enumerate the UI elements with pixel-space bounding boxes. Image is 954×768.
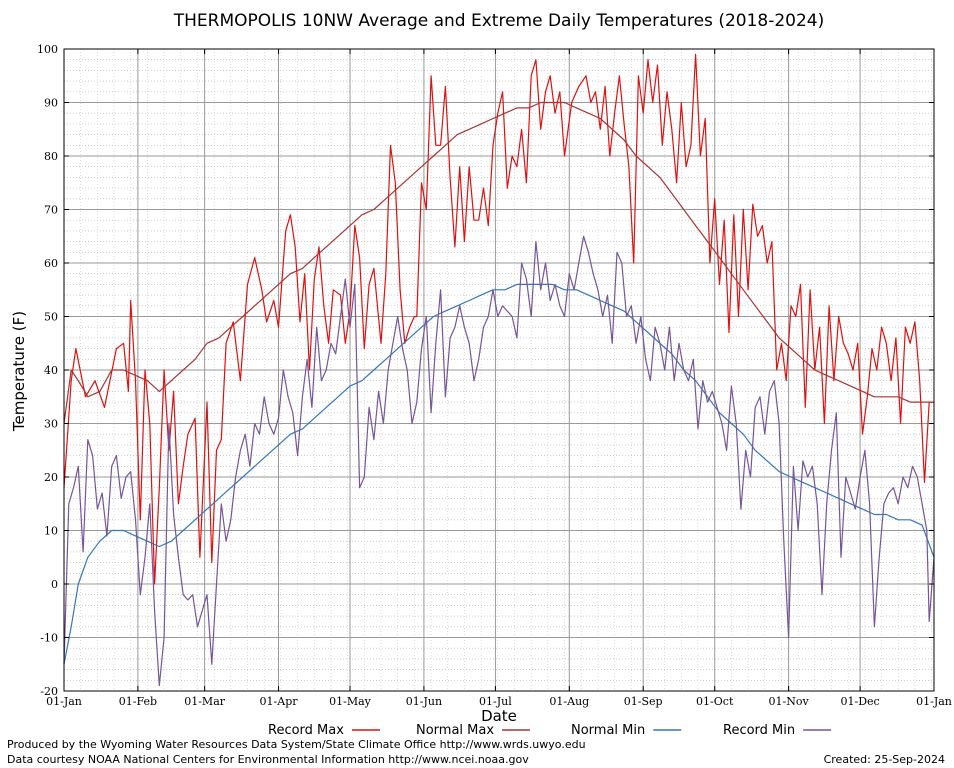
- x-tick-label: 01-Nov: [769, 695, 810, 708]
- x-tick-label: 01-Jun: [406, 695, 442, 708]
- x-axis-label: Date: [481, 707, 517, 725]
- legend-label: Normal Max: [416, 723, 494, 738]
- y-axis-label: Temperature (F): [10, 311, 28, 432]
- chart-title: THERMOPOLIS 10NW Average and Extreme Dai…: [173, 11, 825, 31]
- footer-data-source-line: Data courtesy NOAA National Centers for …: [7, 753, 529, 766]
- footer-created-date: Created: 25-Sep-2024: [823, 753, 945, 766]
- series-lines: [63, 53, 935, 687]
- x-tick-label: 01-Apr: [260, 695, 299, 708]
- y-tick-label: 50: [44, 311, 58, 324]
- y-tick-label: 30: [44, 418, 58, 431]
- y-tick-label: -10: [40, 632, 58, 645]
- x-axis-ticks: 01-Jan 01-Feb 01-Mar 01-Apr 01-May 01-Jun 01-J…: [46, 49, 952, 708]
- x-tick-label: 01-Jul: [479, 695, 512, 708]
- y-tick-label: 80: [44, 150, 58, 163]
- y-tick-label: 90: [44, 97, 58, 110]
- y-tick-label: 100: [37, 43, 58, 56]
- y-tick-label: 10: [44, 525, 58, 538]
- x-tick-label: 01-Aug: [549, 695, 589, 708]
- y-tick-label: 70: [44, 204, 58, 217]
- series-line-record-min: [63, 235, 935, 687]
- y-tick-label: -20: [40, 685, 58, 698]
- series-line-normal-max: [63, 101, 934, 424]
- series-line-record-max: [63, 53, 934, 585]
- x-tick-label: 01-Oct: [696, 695, 734, 708]
- legend-label: Normal Min: [571, 723, 645, 738]
- y-axis-ticks: -20 -10 0 10 20 30 40 50 60 70 80 90 100: [37, 43, 934, 698]
- x-tick-label: 01-Jan: [46, 695, 82, 708]
- legend-label: Record Min: [723, 723, 795, 738]
- y-tick-label: 40: [44, 364, 58, 377]
- y-tick-label: 0: [51, 578, 58, 591]
- x-tick-label: 01-Dec: [841, 695, 880, 708]
- x-tick-label: 01-Jan: [916, 695, 952, 708]
- x-tick-label: 01-Feb: [119, 695, 157, 708]
- x-tick-label: 01-May: [329, 695, 372, 708]
- x-tick-label: 01-Mar: [184, 695, 226, 708]
- footer-credit-line: Produced by the Wyoming Water Resources …: [7, 738, 586, 751]
- legend: Record Max Normal Max Normal Min Record Min: [268, 723, 832, 738]
- y-tick-label: 60: [44, 257, 58, 270]
- y-tick-label: 20: [44, 471, 58, 484]
- legend-label: Record Max: [268, 723, 344, 738]
- x-tick-label: 01-Sep: [624, 695, 663, 708]
